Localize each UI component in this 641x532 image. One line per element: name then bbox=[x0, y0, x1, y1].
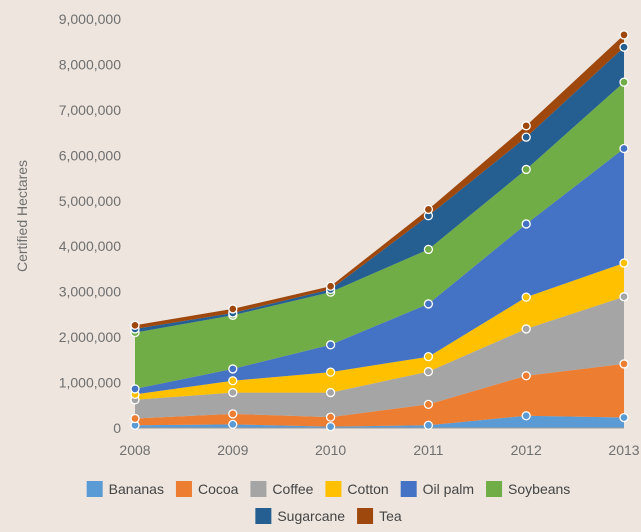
point-soybeans-2013[interactable] bbox=[619, 77, 629, 87]
point-oil-palm-2009[interactable] bbox=[228, 364, 238, 374]
point-cotton-2009[interactable] bbox=[228, 376, 238, 386]
point-cotton-2013[interactable] bbox=[619, 258, 629, 268]
point-cotton-2010[interactable] bbox=[325, 367, 336, 377]
point-coffee-2012[interactable] bbox=[521, 324, 531, 334]
point-cotton-2011[interactable] bbox=[423, 352, 434, 362]
point-cocoa-2008[interactable] bbox=[130, 413, 140, 424]
point-cocoa-2010[interactable] bbox=[325, 412, 336, 422]
point-bananas-2009[interactable] bbox=[228, 419, 238, 430]
area-oil-palm bbox=[135, 148, 624, 395]
point-tea-2010[interactable] bbox=[325, 281, 336, 291]
point-cocoa-2009[interactable] bbox=[228, 409, 238, 419]
legend-label-oil-palm[interactable]: Oil palm bbox=[423, 481, 474, 497]
legend-label-cotton[interactable]: Cotton bbox=[347, 481, 388, 497]
point-cocoa-2013[interactable] bbox=[619, 359, 629, 369]
point-sugarcane-2012[interactable] bbox=[521, 132, 531, 142]
x-tick-label: 2009 bbox=[217, 442, 248, 458]
point-coffee-2013[interactable] bbox=[619, 292, 629, 302]
y-axis-ticks: 0 1,000,000 2,000,000 3,000,000 4,000,000 5,0… bbox=[59, 11, 122, 436]
series-areas bbox=[135, 34, 624, 428]
area-cotton bbox=[135, 263, 624, 400]
point-oil-palm-2013[interactable] bbox=[619, 143, 629, 154]
series-markers bbox=[130, 30, 629, 432]
point-tea-2009[interactable] bbox=[228, 304, 238, 314]
legend-label-bananas[interactable]: Bananas bbox=[109, 481, 164, 497]
point-cotton-2012[interactable] bbox=[521, 292, 531, 302]
legend-swatch-sugarcane[interactable] bbox=[255, 508, 272, 524]
point-oil-palm-2012[interactable] bbox=[521, 219, 531, 229]
point-oil-palm-2008[interactable] bbox=[130, 384, 140, 394]
point-tea-2012[interactable] bbox=[521, 121, 531, 131]
point-coffee-2011[interactable] bbox=[423, 366, 434, 377]
point-oil-palm-2010[interactable] bbox=[325, 340, 336, 350]
point-tea-2011[interactable] bbox=[423, 204, 434, 215]
y-tick-label: 9,000,000 bbox=[59, 11, 121, 27]
legend-swatch-cotton[interactable] bbox=[325, 481, 342, 497]
x-tick-label: 2013 bbox=[608, 442, 639, 458]
point-sugarcane-2013[interactable] bbox=[619, 42, 629, 52]
point-bananas-2012[interactable] bbox=[521, 411, 531, 421]
y-tick-label: 5,000,000 bbox=[59, 193, 121, 209]
x-tick-label: 2011 bbox=[413, 442, 443, 458]
legend: Bananas Cocoa Coffee Cotton Oil palm Soybeans… bbox=[86, 481, 570, 524]
legend-label-tea[interactable]: Tea bbox=[379, 508, 402, 524]
legend-swatch-bananas[interactable] bbox=[86, 481, 103, 497]
x-tick-label: 2010 bbox=[315, 442, 346, 458]
y-tick-label: 3,000,000 bbox=[59, 284, 121, 300]
legend-swatch-cocoa[interactable] bbox=[175, 481, 192, 497]
point-oil-palm-2011[interactable] bbox=[423, 299, 434, 309]
point-soybeans-2012[interactable] bbox=[521, 164, 531, 175]
area-soybeans bbox=[135, 82, 624, 389]
point-cocoa-2011[interactable] bbox=[423, 399, 434, 410]
legend-label-cocoa[interactable]: Cocoa bbox=[198, 481, 239, 497]
y-tick-label: 0 bbox=[113, 420, 121, 436]
point-tea-2008[interactable] bbox=[130, 320, 140, 330]
y-tick-label: 6,000,000 bbox=[59, 147, 121, 163]
x-tick-label: 2008 bbox=[119, 442, 150, 458]
point-bananas-2010[interactable] bbox=[325, 421, 336, 432]
legend-label-soybeans[interactable]: Soybeans bbox=[508, 481, 570, 497]
area-bananas bbox=[135, 415, 624, 428]
x-axis-ticks: 2008 2009 2010 2011 2012 2013 bbox=[119, 442, 639, 458]
point-tea-2013[interactable] bbox=[619, 30, 629, 40]
area-cocoa bbox=[135, 363, 624, 427]
legend-swatch-tea[interactable] bbox=[357, 508, 374, 524]
legend-label-sugarcane[interactable]: Sugarcane bbox=[277, 508, 345, 524]
point-cocoa-2012[interactable] bbox=[521, 371, 531, 381]
point-soybeans-2011[interactable] bbox=[423, 244, 434, 255]
point-bananas-2013[interactable] bbox=[619, 412, 629, 423]
legend-label-coffee[interactable]: Coffee bbox=[272, 481, 313, 497]
y-tick-label: 7,000,000 bbox=[59, 102, 121, 118]
point-bananas-2011[interactable] bbox=[423, 420, 434, 430]
legend-swatch-soybeans[interactable] bbox=[486, 481, 503, 497]
y-tick-label: 1,000,000 bbox=[59, 375, 121, 391]
y-tick-label: 2,000,000 bbox=[59, 329, 121, 345]
y-tick-label: 8,000,000 bbox=[59, 56, 121, 72]
area-coffee bbox=[135, 296, 624, 419]
legend-swatch-coffee[interactable] bbox=[250, 481, 267, 497]
point-coffee-2010[interactable] bbox=[325, 387, 336, 398]
y-tick-label: 4,000,000 bbox=[59, 238, 121, 254]
x-tick-label: 2012 bbox=[511, 442, 542, 458]
legend-swatch-oil-palm[interactable] bbox=[400, 481, 417, 497]
point-coffee-2009[interactable] bbox=[228, 387, 238, 398]
y-axis-label: Certified Hectares bbox=[14, 160, 30, 272]
